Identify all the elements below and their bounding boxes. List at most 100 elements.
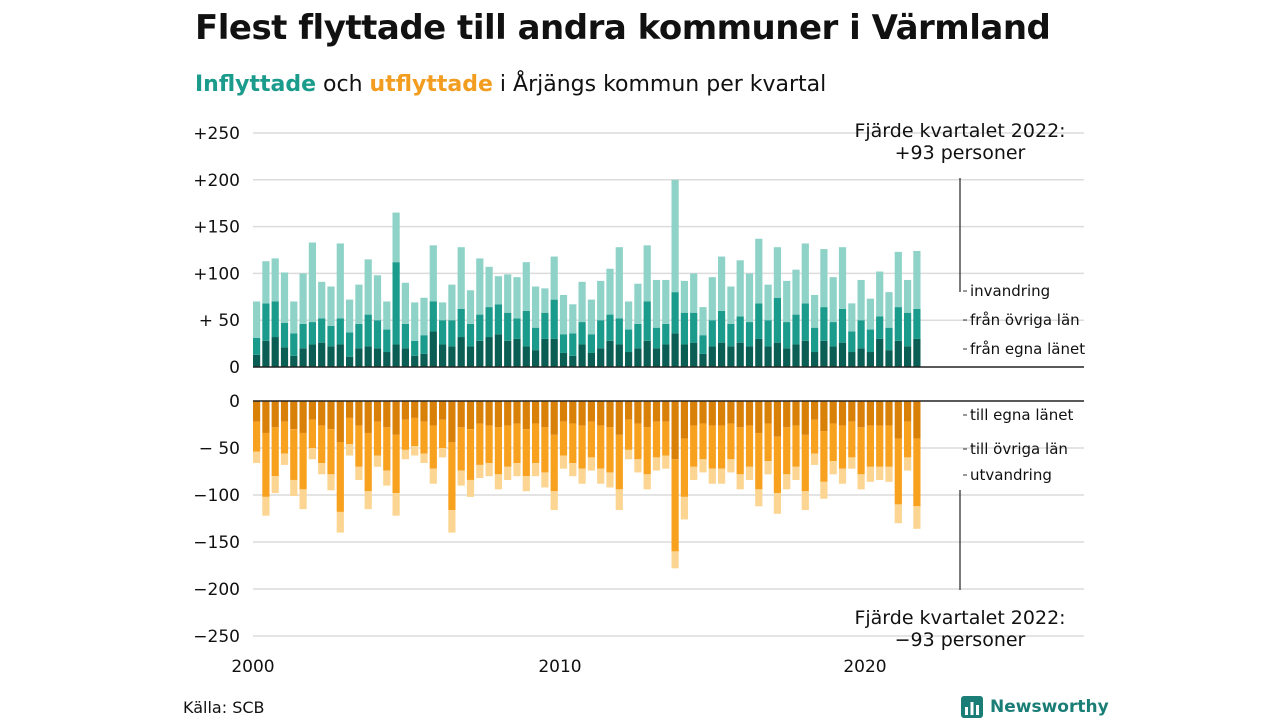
bar-out-own-county [280, 401, 289, 422]
bar-out-emigration [411, 446, 419, 456]
bar-in-other-counties [811, 327, 819, 353]
bar-out-other-counties [866, 425, 874, 467]
bar-out-own-county [857, 401, 865, 428]
bar-in-immigration [606, 268, 614, 315]
bar-in-own-county [634, 348, 642, 367]
bar-in-immigration [336, 243, 344, 319]
bar-out-emigration [792, 466, 800, 480]
bar-in-own-county [346, 356, 354, 367]
bar-out-emigration [532, 463, 540, 477]
bar-in-other-counties [625, 329, 633, 353]
bar-in-other-counties [718, 310, 726, 343]
bar-out-emigration [625, 449, 633, 460]
bar-out-other-counties [327, 429, 335, 475]
bar-in-other-counties [680, 312, 688, 345]
legend-label-in: från övriga län [970, 311, 1080, 329]
bar-in-other-counties [587, 334, 595, 353]
bar-out-emigration [597, 468, 605, 484]
bar-out-own-county [643, 401, 651, 428]
bar-out-emigration [736, 474, 744, 490]
bar-in-other-counties [857, 320, 865, 349]
bar-in-other-counties [253, 337, 261, 355]
bar-out-own-county [885, 401, 893, 426]
bar-in-immigration [597, 280, 605, 321]
bar-in-own-county [494, 334, 502, 367]
bar-out-other-counties [773, 436, 781, 494]
bar-out-other-counties [476, 423, 484, 465]
bar-in-other-counties [820, 307, 828, 341]
bar-in-immigration [634, 283, 642, 324]
bar-out-own-county [457, 401, 465, 428]
bar-out-emigration [755, 489, 763, 507]
bar-in-other-counties [559, 334, 568, 353]
bar-out-other-counties [587, 421, 595, 458]
bar-out-own-county [271, 401, 279, 428]
bar-in-own-county [783, 348, 791, 367]
bar-in-own-county [857, 348, 865, 367]
subtitle-conj: och [316, 72, 370, 97]
bar-in-other-counties [745, 322, 754, 347]
bar-out-other-counties [401, 419, 409, 450]
bar-out-other-counties [355, 425, 363, 467]
bar-in-immigration [401, 282, 409, 324]
bar-out-emigration [680, 496, 688, 520]
bar-out-other-counties [699, 423, 707, 460]
bar-in-other-counties [783, 322, 791, 349]
bar-in-immigration [262, 261, 270, 304]
bar-out-own-county [559, 401, 568, 422]
bar-out-emigration [383, 470, 391, 486]
bar-out-own-county [578, 401, 586, 426]
bar-out-own-county [745, 401, 754, 426]
bar-in-other-counties [578, 322, 586, 345]
bar-in-other-counties [541, 312, 549, 339]
annotation-bottom-line2: −93 personer [894, 629, 1026, 651]
bar-in-own-county [745, 346, 754, 367]
bar-out-emigration [355, 466, 363, 480]
bar-out-emigration [299, 489, 307, 510]
bar-out-emigration [894, 504, 902, 524]
bar-out-emigration [290, 479, 298, 496]
bar-in-other-counties [652, 327, 661, 349]
bar-out-own-county [327, 401, 335, 430]
bar-out-emigration [652, 457, 661, 471]
bar-in-other-counties [829, 322, 837, 347]
bar-in-own-county [755, 338, 763, 367]
bar-in-other-counties [411, 340, 419, 356]
y-tick-label-bottom: − 50 [199, 439, 240, 459]
y-tick-label-bottom: −200 [193, 580, 240, 600]
bar-in-immigration [755, 238, 763, 304]
bar-in-other-counties [466, 323, 475, 347]
bar-out-other-counties [643, 427, 651, 475]
bar-out-other-counties [494, 427, 502, 475]
legend-label-in: invandring [970, 282, 1050, 300]
bar-out-emigration [253, 451, 261, 464]
bar-out-own-county [476, 401, 484, 424]
bar-out-other-counties [364, 432, 372, 492]
bar-in-other-counties [736, 316, 744, 343]
bar-in-immigration [541, 288, 549, 313]
bar-out-other-counties [253, 421, 261, 452]
subtitle-inflows: Inflyttade [195, 72, 317, 97]
bar-in-immigration [745, 273, 754, 323]
bar-in-own-county [792, 344, 800, 367]
bar-out-other-counties [318, 425, 326, 464]
bar-out-emigration [811, 453, 819, 465]
bar-in-own-county [308, 344, 316, 367]
bar-in-own-county [411, 355, 419, 367]
bar-in-other-counties [708, 320, 716, 347]
bar-in-other-counties [662, 323, 670, 345]
bar-out-other-counties [625, 419, 633, 450]
bar-out-own-county [569, 401, 577, 424]
bar-out-own-county [913, 401, 921, 439]
bar-out-emigration [904, 457, 912, 471]
bar-out-own-county [792, 401, 800, 426]
bar-in-other-counties [848, 331, 856, 353]
bar-in-immigration [615, 247, 623, 319]
bar-out-other-counties [680, 438, 688, 497]
bar-out-other-counties [755, 432, 763, 490]
bar-in-own-county [838, 342, 847, 367]
bar-out-other-counties [420, 421, 428, 454]
bar-out-other-counties [485, 425, 493, 464]
bar-out-emigration [401, 449, 409, 460]
bar-out-other-counties [290, 429, 298, 480]
